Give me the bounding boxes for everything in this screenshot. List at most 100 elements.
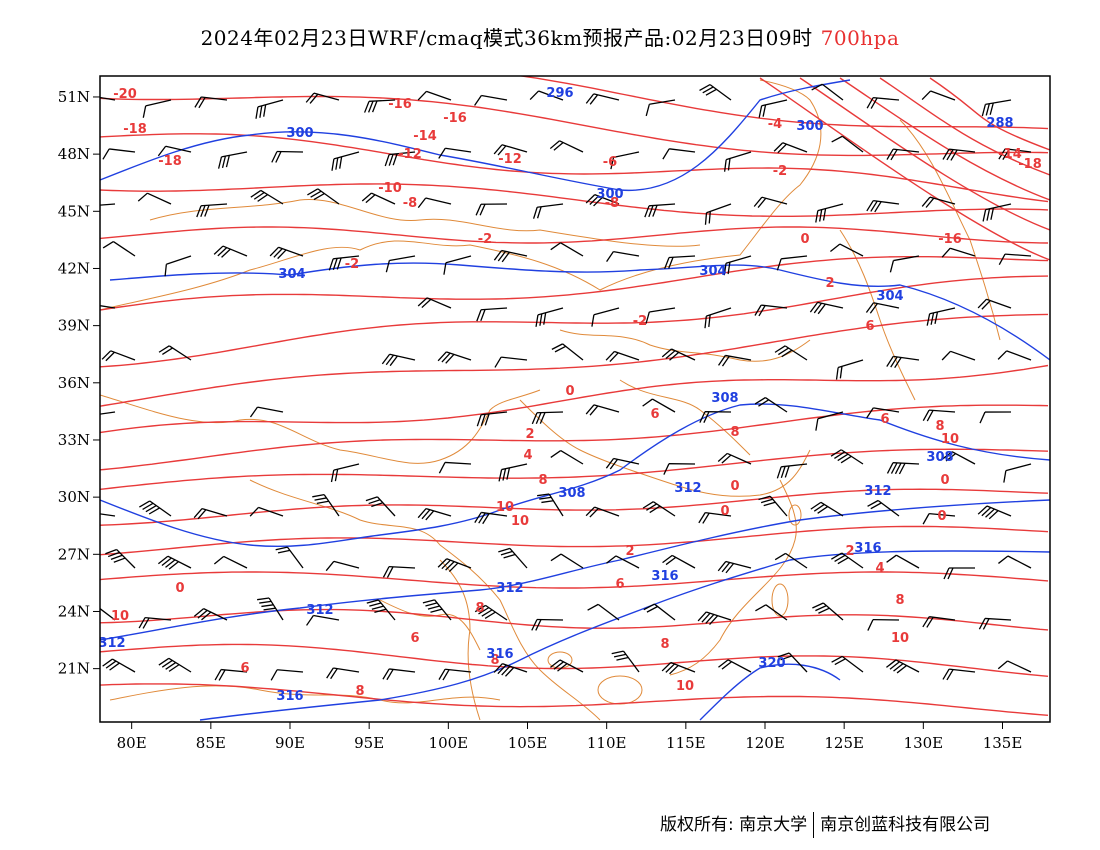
wind-barb bbox=[363, 99, 396, 113]
wind-barb bbox=[417, 197, 452, 208]
wind-barb bbox=[815, 411, 844, 431]
wind-barb bbox=[249, 406, 284, 418]
copyright-company: 南京创蓝科技有限公司 bbox=[820, 815, 991, 835]
temperature-contour bbox=[100, 183, 1049, 217]
temperature-label: 10 bbox=[511, 514, 529, 529]
height-label: 308 bbox=[926, 450, 953, 465]
temperature-label: 8 bbox=[355, 684, 364, 699]
wind-barb bbox=[101, 350, 136, 362]
wind-barb bbox=[494, 356, 528, 368]
wind-barb bbox=[663, 463, 696, 475]
wind-barb bbox=[385, 255, 416, 273]
island-outline bbox=[788, 504, 802, 526]
wind-barb bbox=[325, 560, 360, 572]
wind-barb bbox=[642, 398, 676, 413]
temperature-label: -10 bbox=[378, 181, 402, 196]
wind-barb bbox=[157, 145, 192, 157]
temperature-label: -2 bbox=[633, 314, 647, 329]
wind-barb bbox=[718, 354, 752, 367]
wind-barb bbox=[474, 511, 508, 525]
wind-barb bbox=[217, 151, 248, 169]
wind-barb bbox=[815, 203, 844, 223]
boundary-line bbox=[559, 329, 811, 362]
wind-barb bbox=[105, 548, 136, 569]
wind-barb bbox=[661, 348, 696, 361]
temperature-label: 8 bbox=[538, 473, 547, 488]
temperature-label: 8 bbox=[730, 425, 739, 440]
boundary-line bbox=[149, 198, 701, 247]
wind-barb bbox=[164, 255, 192, 277]
copyright: 版权所有: 南京大学 南京创蓝科技有限公司 bbox=[660, 810, 990, 838]
wind-barb bbox=[979, 411, 1012, 424]
wind-barb bbox=[755, 604, 788, 621]
wind-barb bbox=[137, 192, 172, 205]
temperature-label: -8 bbox=[403, 196, 417, 211]
temperature-label: 2 bbox=[525, 427, 534, 442]
temperature-contour bbox=[100, 571, 1049, 589]
lon-label: 135E bbox=[983, 734, 1023, 752]
wind-barb bbox=[866, 97, 900, 109]
wind-barb bbox=[886, 355, 920, 369]
wind-barb bbox=[417, 297, 452, 309]
height-label: 304 bbox=[876, 289, 903, 304]
temperature-contour bbox=[100, 133, 1049, 203]
height-contour bbox=[199, 550, 1050, 721]
temperature-contour bbox=[100, 448, 1049, 491]
wind-barb bbox=[605, 350, 640, 362]
lat-label: 30N bbox=[58, 488, 90, 506]
wind-barb bbox=[830, 243, 864, 257]
wind-barb bbox=[758, 495, 788, 517]
wind-barb bbox=[886, 659, 920, 674]
lat-label: 39N bbox=[58, 317, 90, 335]
wind-barb bbox=[978, 617, 1012, 630]
wind-barb bbox=[704, 203, 732, 225]
temperature-label: -2 bbox=[345, 257, 359, 272]
wind-barb bbox=[438, 461, 472, 474]
wind-barb bbox=[867, 499, 900, 517]
temperature-label: -6 bbox=[603, 155, 617, 170]
wind-barb bbox=[867, 618, 900, 631]
temperature-contour bbox=[839, 77, 1050, 201]
lat-label: 51N bbox=[58, 88, 90, 106]
temperature-contour bbox=[100, 275, 1049, 368]
wind-barb bbox=[537, 493, 564, 517]
wind-barb bbox=[330, 463, 360, 483]
boundary-line bbox=[249, 479, 601, 721]
lat-label: 45N bbox=[58, 202, 90, 220]
wind-barb bbox=[550, 242, 584, 257]
wind-barb bbox=[610, 151, 640, 170]
wind-barb bbox=[886, 554, 920, 569]
wind-barb bbox=[831, 135, 864, 153]
wind-barb bbox=[776, 255, 808, 271]
wind-barb bbox=[365, 496, 396, 517]
wind-barb bbox=[941, 350, 976, 361]
temperature-label: -2 bbox=[773, 164, 787, 179]
wind-barb bbox=[922, 512, 956, 525]
wind-barb bbox=[758, 99, 788, 118]
temperature-contour bbox=[100, 643, 1049, 677]
temperature-contour bbox=[100, 488, 1049, 526]
wind-barb bbox=[942, 451, 976, 465]
wind-barb bbox=[591, 307, 620, 327]
height-label: 316 bbox=[486, 647, 513, 662]
wind-barb bbox=[382, 668, 416, 681]
lon-label: 105E bbox=[508, 734, 548, 752]
boundary-line bbox=[839, 229, 916, 401]
height-label: 300 bbox=[286, 126, 313, 141]
temperature-label: -18 bbox=[123, 122, 147, 137]
height-label: 288 bbox=[986, 116, 1013, 131]
temperature-label: 0 bbox=[937, 509, 946, 524]
height-label: 304 bbox=[278, 267, 305, 282]
wind-barb bbox=[644, 203, 676, 218]
wind-barb bbox=[1003, 463, 1032, 483]
wind-barb bbox=[270, 669, 304, 681]
temperature-label: -20 bbox=[113, 87, 137, 102]
wind-barb bbox=[529, 90, 564, 101]
wind-barb bbox=[585, 93, 620, 105]
wind-barb bbox=[661, 661, 696, 675]
wind-barb bbox=[662, 148, 696, 160]
temperature-label: -18 bbox=[1018, 157, 1042, 172]
lat-label: 21N bbox=[58, 660, 90, 678]
temperature-label: 6 bbox=[410, 631, 419, 646]
